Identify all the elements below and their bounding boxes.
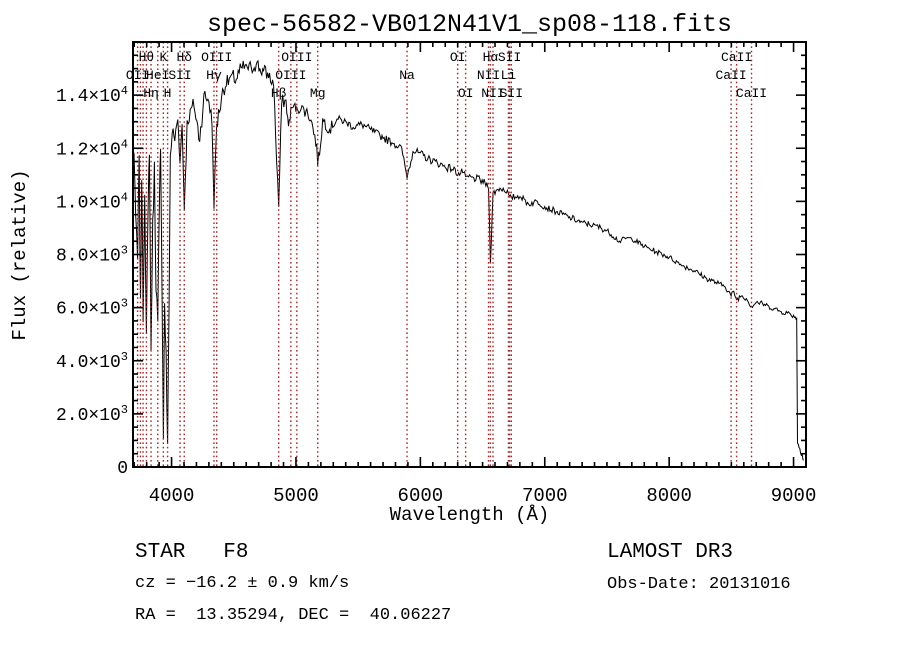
plot-frame	[132, 41, 807, 468]
spectral-line-label: SII	[168, 68, 191, 83]
classification-text: STAR F8	[135, 541, 249, 564]
x-tick-label: 7000	[522, 485, 568, 507]
spectral-line-label: K	[159, 50, 167, 65]
spectral-line-label: OIII	[275, 68, 306, 83]
spectral-line-label: Na	[399, 68, 415, 83]
coordinates-text: RA = 13.35294, DEC = 40.06227	[135, 606, 452, 625]
radial-velocity-text: cz = −16.2 ± 0.9 km/s	[135, 574, 350, 593]
spectral-line-label: NII	[481, 86, 504, 101]
x-tick-label: 4000	[149, 485, 195, 507]
spectral-line-label: OIII	[281, 50, 312, 65]
axis-ticks	[133, 41, 807, 468]
y-axis-title: Flux (relative)	[9, 169, 31, 341]
y-tick-label: 0	[117, 459, 128, 479]
spectral-line-label: OII	[126, 68, 149, 83]
y-tick-label: 8.0×103	[56, 244, 128, 267]
y-tick-label: 1.4×104	[56, 84, 128, 107]
y-tick-label: 1.2×104	[56, 137, 128, 160]
y-tick-label: 1.0×104	[56, 190, 128, 213]
spectral-line-label: Hα	[483, 50, 499, 65]
spectral-line-label: OI	[458, 86, 474, 101]
x-tick-label: 6000	[398, 485, 444, 507]
spectral-line-markers	[136, 42, 753, 467]
survey-release-text: LAMOST DR3	[607, 541, 734, 564]
spectral-line-label: Hγ	[206, 68, 222, 83]
spectral-line-label: Hη	[143, 86, 159, 101]
spectral-line-label: SII	[498, 50, 521, 65]
x-axis-title: Wavelength (Å)	[389, 504, 550, 526]
x-tick-label: 9000	[771, 485, 817, 507]
x-tick-label: 8000	[646, 485, 692, 507]
y-tick-label: 2.0×103	[56, 403, 128, 426]
spectral-line-label: Hθ	[139, 50, 155, 65]
spectral-line-label: OIII	[201, 50, 232, 65]
spectral-line-label: CaII	[721, 50, 752, 65]
spectral-line-label: Hβ	[271, 86, 287, 101]
y-tick-label: 6.0×103	[56, 297, 128, 320]
spectrum-trace	[133, 59, 804, 461]
x-tick-label: 5000	[273, 485, 319, 507]
spectral-line-label: CaII	[716, 68, 747, 83]
spectral-line-label: H	[164, 86, 172, 101]
obs-date-text: Obs-Date: 20131016	[607, 575, 791, 594]
spectral-line-label: Hδ	[176, 50, 192, 65]
spectral-line-label: HeI	[146, 68, 169, 83]
spectral-line-label: CaII	[736, 86, 767, 101]
plot-title: spec-56582-VB012N41V1_sp08-118.fits	[206, 10, 733, 39]
spectral-line-label: NII	[477, 68, 500, 83]
spectral-line-label: Mg	[310, 86, 326, 101]
spectral-line-label: OI	[450, 50, 466, 65]
spectral-line-label: SII	[500, 86, 523, 101]
y-tick-label: 4.0×103	[56, 350, 128, 373]
spectral-line-label: Li	[501, 68, 517, 83]
